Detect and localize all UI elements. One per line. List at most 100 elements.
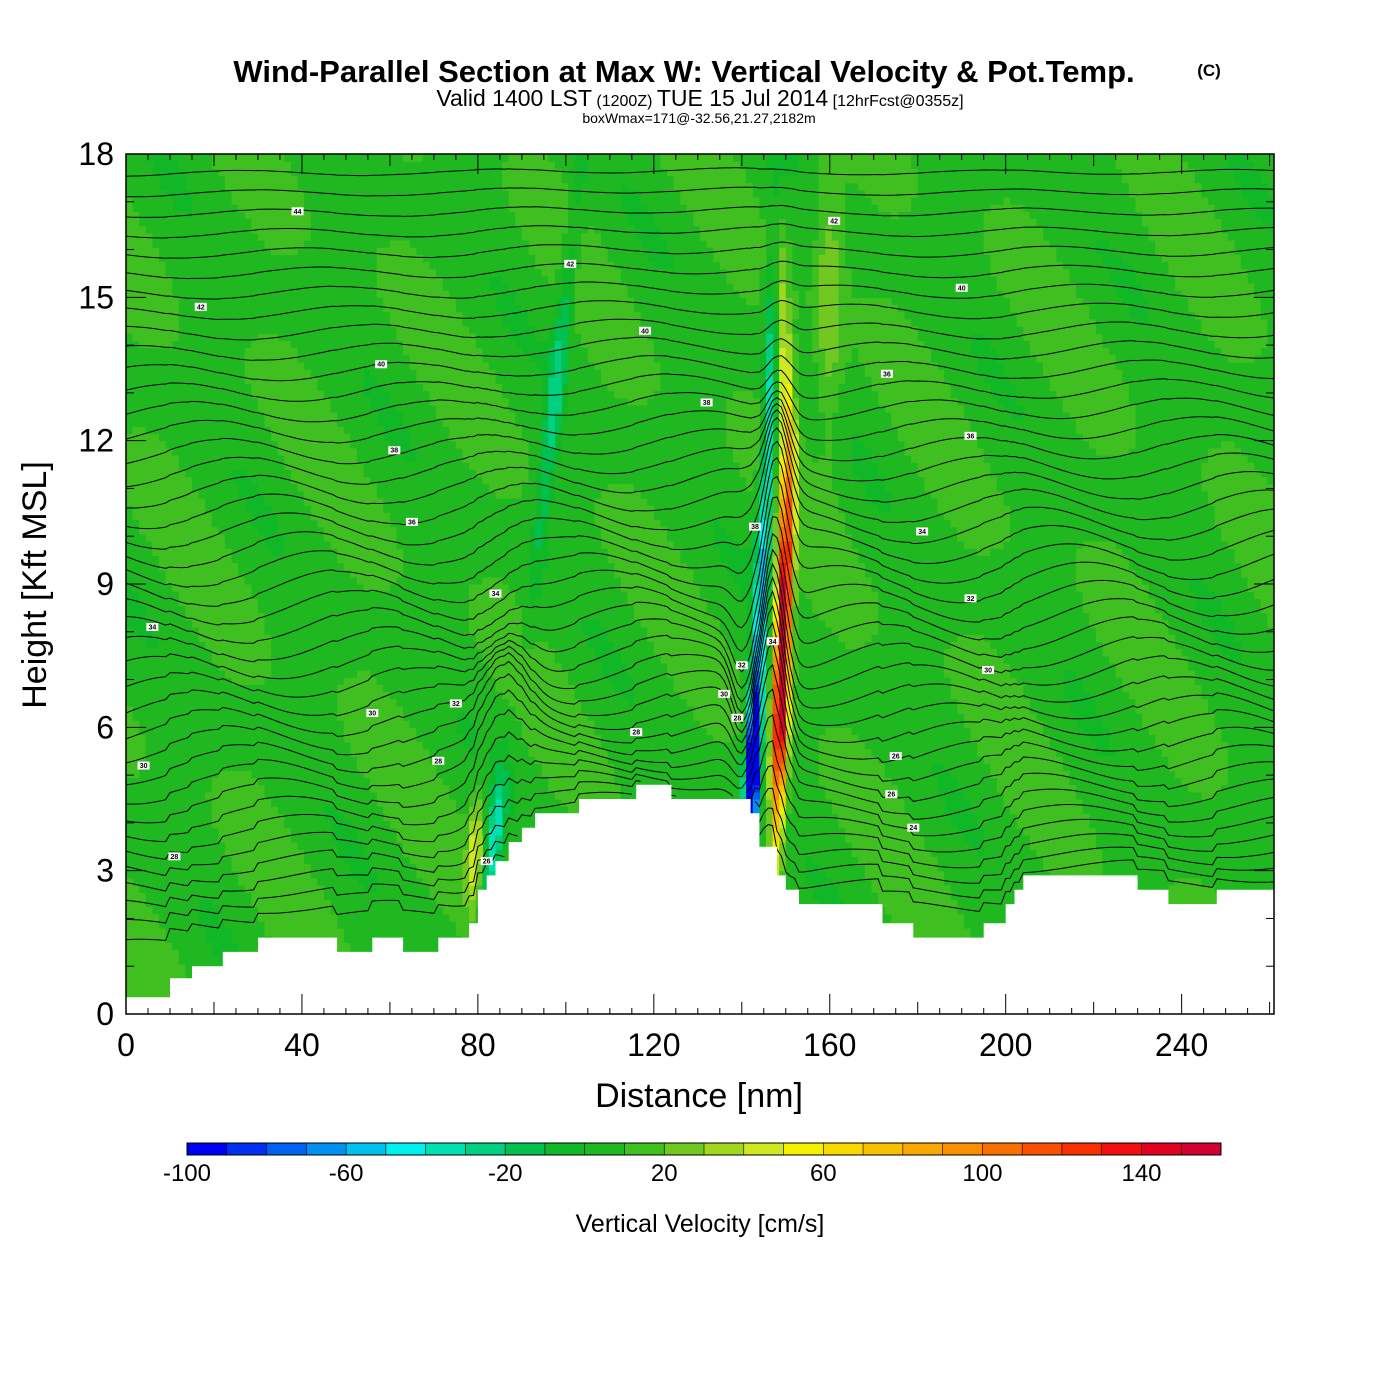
velocity-cell [218,627,226,635]
velocity-cell [211,555,219,564]
velocity-cell [165,347,173,356]
velocity-cell [271,225,279,234]
velocity-cell [343,935,351,943]
velocity-cell [238,555,246,564]
velocity-cell [244,426,252,435]
velocity-cell [330,218,338,227]
velocity-cell [290,447,299,456]
velocity-cell [172,741,180,750]
velocity-cell [165,963,173,972]
velocity-cell [330,397,338,406]
velocity-cell [310,182,318,191]
velocity-cell [376,283,384,291]
velocity-cell [132,218,140,227]
velocity-cell [290,641,299,650]
velocity-cell [251,541,259,549]
velocity-cell [264,268,272,277]
velocity-cell [178,899,186,908]
velocity-cell [264,304,272,313]
velocity-cell [231,842,239,850]
velocity-cell [403,397,411,406]
velocity-cell [290,519,299,528]
velocity-cell [264,189,272,198]
velocity-cell [297,383,305,392]
velocity-cell [152,856,160,865]
velocity-cell [337,684,345,693]
velocity-cell [211,397,219,406]
velocity-cell [231,799,239,807]
velocity-cell [244,849,252,857]
velocity-cell [356,662,365,671]
velocity-cell [238,763,246,771]
velocity-cell [264,748,272,757]
velocity-cell [132,734,140,743]
velocity-cell [337,318,345,327]
velocity-cell [284,397,292,406]
velocity-cell [271,756,279,764]
velocity-cell [297,691,305,700]
velocity-cell [343,591,351,599]
velocity-cell [363,920,371,929]
velocity-cell [178,713,186,721]
velocity-cell [158,784,167,793]
velocity-cell [238,591,246,599]
velocity-cell [139,584,147,592]
velocity-cell [152,347,160,356]
velocity-cell [389,247,398,255]
velocity-cell [323,827,332,836]
velocity-cell [231,648,239,657]
velocity-cell [152,906,160,915]
velocity-cell [211,440,219,449]
velocity-cell [343,705,351,714]
velocity-cell [376,333,384,341]
velocity-cell [389,175,398,184]
velocity-cell [389,634,398,642]
velocity-cell [198,806,206,814]
velocity-cell [145,820,153,829]
velocity-cell [132,777,140,786]
velocity-cell [350,218,358,227]
velocity-cell [126,748,134,757]
velocity-cell [284,498,292,506]
velocity-cell [218,240,226,248]
velocity-cell [350,756,358,764]
velocity-cell [376,318,384,327]
velocity-cell [284,820,292,829]
velocity-cell [264,799,272,807]
velocity-cell [172,397,180,406]
velocity-cell [251,318,259,327]
velocity-cell [264,849,272,857]
velocity-cell [185,928,193,936]
velocity-cell [284,877,292,886]
velocity-cell [172,369,180,377]
velocity-cell [191,741,200,750]
velocity-cell [139,870,147,879]
velocity-cell [396,254,404,263]
velocity-cell [330,913,338,922]
velocity-cell [224,182,233,191]
velocity-cell [337,863,345,872]
velocity-cell [139,777,147,786]
velocity-cell [165,476,173,485]
velocity-cell [363,404,371,413]
velocity-cell [152,791,160,800]
velocity-cell [205,397,213,406]
velocity-cell [251,920,259,929]
valid-date: TUE 15 Jul 2014 [657,85,829,111]
velocity-cell [132,727,140,736]
velocity-cell [185,455,193,463]
velocity-cell [370,361,378,370]
velocity-cell [330,856,338,865]
velocity-cell [244,297,252,306]
velocity-cell [330,340,338,349]
velocity-cell [350,899,358,908]
velocity-cell [158,677,167,685]
velocity-cell [363,240,371,248]
velocity-cell [257,369,266,377]
velocity-cell [383,311,391,320]
velocity-cell [218,684,226,693]
velocity-cell [356,770,365,779]
velocity-cell [330,634,338,642]
velocity-cell [317,354,325,363]
velocity-cell [238,361,246,370]
